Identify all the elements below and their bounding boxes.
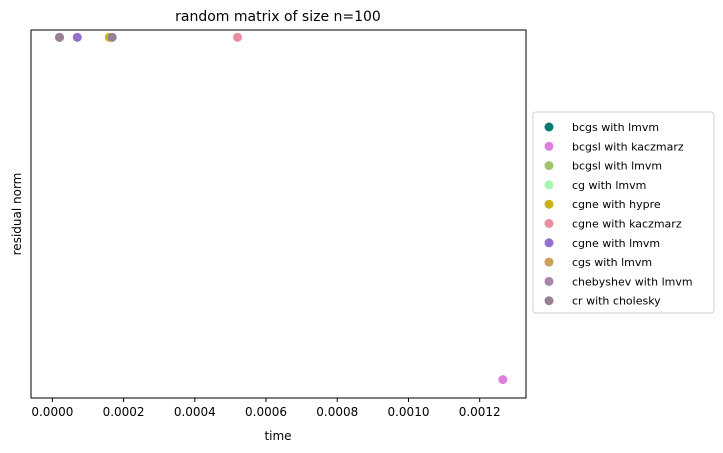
x-tick-label: 0.0008 xyxy=(316,405,358,419)
x-tick-label: 0.0010 xyxy=(387,405,429,419)
legend-label: bcgsl with lmvm xyxy=(572,160,662,173)
legend-label: cgne with hypre xyxy=(572,198,661,211)
x-tick-label: 0.0012 xyxy=(459,405,501,419)
legend-label: chebyshev with lmvm xyxy=(572,275,693,288)
legend-marker xyxy=(544,238,554,248)
legend-marker xyxy=(544,296,554,306)
data-point xyxy=(54,32,64,42)
x-tick-label: 0.0000 xyxy=(31,405,73,419)
legend-label: cgne with lmvm xyxy=(572,237,660,250)
data-point xyxy=(72,32,82,42)
y-axis-label: residual norm xyxy=(10,173,24,256)
x-tick-label: 0.0006 xyxy=(245,405,287,419)
legend-marker xyxy=(544,276,554,286)
x-tick-label: 0.0002 xyxy=(103,405,145,419)
legend-frame xyxy=(532,111,715,314)
legend-label: cg with lmvm xyxy=(572,179,646,192)
legend-marker xyxy=(544,219,554,228)
legend-label: cgne with kaczmarz xyxy=(572,218,682,231)
plot-area xyxy=(30,29,527,399)
legend-marker xyxy=(544,161,554,171)
legend: bcgs with lmvm bcgsl with kaczmarz bcgsl w… xyxy=(532,111,715,314)
legend-marker xyxy=(544,257,554,267)
legend-marker xyxy=(544,122,554,132)
legend-marker xyxy=(544,141,554,151)
data-point xyxy=(498,375,508,385)
legend-label: cgs with lmvm xyxy=(572,256,652,269)
chart-title: random matrix of size n=100 xyxy=(175,9,381,25)
legend-label: bcgs with lmvm xyxy=(572,121,659,134)
x-tick-label: 0.0004 xyxy=(174,405,216,419)
legend-label: cr with cholesky xyxy=(572,295,661,308)
x-axis-label: time xyxy=(264,429,291,443)
data-point xyxy=(107,32,117,42)
legend-label: bcgsl with kaczmarz xyxy=(572,140,684,153)
legend-marker xyxy=(544,180,554,190)
data-points xyxy=(54,32,508,385)
legend-marker xyxy=(544,199,554,209)
data-point xyxy=(233,32,243,42)
x-axis: 0.0000 0.0002 0.0004 0.0006 0.0008 0.0010 0.00… xyxy=(31,398,501,419)
